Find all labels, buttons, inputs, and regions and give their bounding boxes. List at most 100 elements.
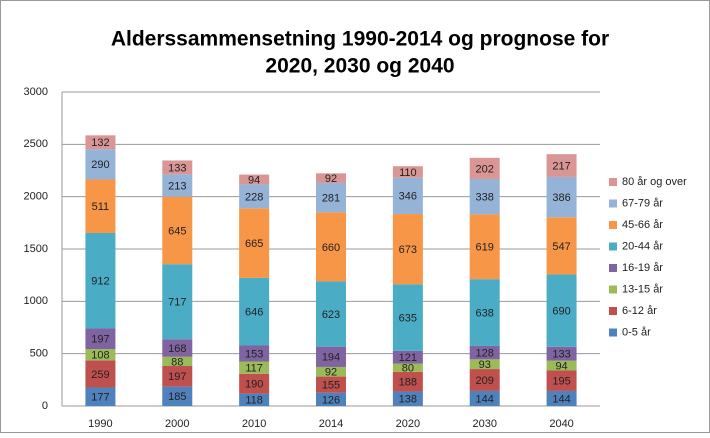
bar-segment [85,232,116,329]
bar-segment [546,217,577,275]
legend-swatch [609,307,617,315]
x-tick-label: 2040 [549,418,573,430]
data-label: 92 [325,173,337,185]
data-label: 188 [399,377,417,389]
bar-segment [546,390,577,406]
bar-segment [316,212,346,282]
bar-segment [469,178,500,215]
data-label: 153 [245,348,263,360]
data-label: 194 [322,352,340,364]
data-label: 185 [168,391,186,403]
bar-segment [316,392,346,406]
legend-label: 67-79 år [622,197,663,209]
data-label: 338 [476,192,494,204]
data-label: 213 [168,180,186,192]
data-label: 168 [168,343,186,355]
legend-swatch [609,199,617,208]
legend-swatch [609,328,617,337]
data-label: 92 [325,367,337,379]
data-label: 126 [322,394,340,406]
x-tick-label: 1990 [88,418,112,430]
bar-segment [469,157,500,179]
bar-segment [546,274,577,347]
legend-swatch [609,242,617,251]
bar-segment [546,176,577,218]
data-label: 346 [399,191,417,203]
legend-label: 13-15 år [622,283,663,295]
bar-segment [316,366,346,377]
data-label: 646 [245,307,263,319]
x-tick-label: 2010 [242,418,266,430]
bar-segment [546,346,577,361]
bar-segment [239,184,270,209]
data-label: 673 [399,244,417,256]
bar-segment [162,196,193,265]
data-label: 290 [91,159,109,171]
bar-segment [546,370,577,391]
bar-segment [392,284,423,351]
bar-segment [392,371,423,392]
data-label: 202 [476,163,494,175]
bar-segment [239,361,270,374]
data-label: 912 [91,276,109,288]
data-label: 155 [322,380,340,392]
data-label: 660 [322,242,340,254]
data-label: 132 [91,137,109,149]
bar-segment [85,149,116,180]
bar-segment [469,345,500,360]
legend-label: 0-5 år [622,326,651,338]
bar-segment [316,376,346,393]
data-label: 93 [479,359,491,371]
bar-segment [316,182,346,213]
data-label: 717 [168,297,186,309]
bar-segment [316,346,346,367]
data-label: 228 [245,191,263,203]
data-label: 511 [92,201,110,213]
y-tick-label: 2000 [24,191,48,203]
y-tick-label: 0 [42,400,48,412]
legend-label: 80 år og over [622,176,687,188]
bar-segment [469,369,500,391]
bar-segment [469,279,500,346]
bar-segment [162,356,193,367]
data-label: 217 [552,160,570,172]
bar-segment [469,214,500,280]
bar-segment [162,386,193,406]
data-label: 386 [552,192,570,204]
bar-segment [469,359,500,370]
chart-title: 2020, 2030 og 2040 [265,55,454,78]
data-label: 144 [552,393,570,405]
bar-segment [85,179,116,233]
data-label: 195 [552,376,570,388]
data-label: 638 [476,307,494,319]
data-label: 94 [248,174,260,186]
data-label: 190 [245,379,263,391]
legend-label: 16-19 år [622,262,663,274]
data-label: 117 [245,363,263,375]
data-label: 635 [399,313,417,325]
legend-swatch [609,178,617,186]
bar-segment [239,393,270,406]
bar-segment [392,177,423,214]
data-label: 128 [476,348,494,360]
bar-segment [392,391,423,406]
bar-segment [239,277,270,346]
legend-label: 45-66 år [622,219,663,231]
data-label: 690 [552,306,570,318]
data-label: 665 [245,238,263,250]
bar-segment [162,160,193,175]
x-tick-label: 2030 [472,418,496,430]
bar-segment [316,281,346,347]
data-label: 623 [322,309,340,321]
data-label: 121 [399,352,417,364]
bar-segment [162,366,193,387]
data-label: 80 [402,363,414,375]
legend-label: 20-44 år [622,240,663,252]
data-label: 259 [91,369,109,381]
bar-segment [392,213,423,285]
x-tick-label: 2014 [319,418,343,430]
x-tick-label: 2000 [165,418,189,430]
bar-segment [469,390,500,406]
y-tick-label: 2500 [24,138,48,150]
